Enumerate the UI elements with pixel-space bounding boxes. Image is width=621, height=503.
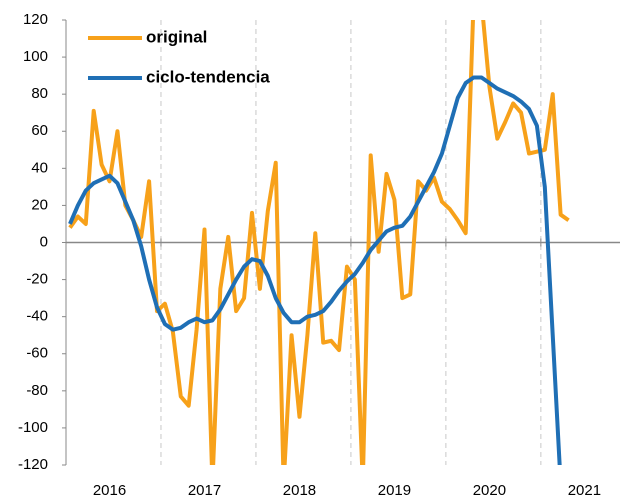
y-tick-label: -80	[26, 382, 48, 399]
x-tick-label: 2017	[188, 482, 221, 499]
y-tick-label: 20	[31, 196, 48, 213]
legend-label: original	[146, 27, 207, 46]
y-tick-label: 120	[23, 11, 48, 28]
y-tick-label: 80	[31, 85, 48, 102]
y-tick-label: 60	[31, 122, 48, 139]
x-tick-label: 2020	[473, 482, 506, 499]
x-tick-label: 2019	[378, 482, 411, 499]
x-tick-label: 2018	[283, 482, 316, 499]
y-tick-label: 100	[23, 48, 48, 65]
y-tick-label: -20	[26, 271, 48, 288]
y-tick-label: -120	[18, 456, 48, 473]
series-line	[68, 75, 562, 465]
legend-label: ciclo-tendencia	[146, 67, 270, 86]
y-tick-label: -40	[26, 308, 48, 325]
y-tick-label: 40	[31, 159, 48, 176]
y-tick-label: -100	[18, 419, 48, 436]
y-tick-label: 0	[40, 233, 48, 250]
x-tick-label: 2021	[568, 482, 601, 499]
plot	[68, 20, 570, 465]
y-tick-label: -60	[26, 345, 48, 362]
series-line	[68, 20, 570, 465]
grid	[62, 19, 620, 466]
x-tick-label: 2016	[93, 482, 126, 499]
